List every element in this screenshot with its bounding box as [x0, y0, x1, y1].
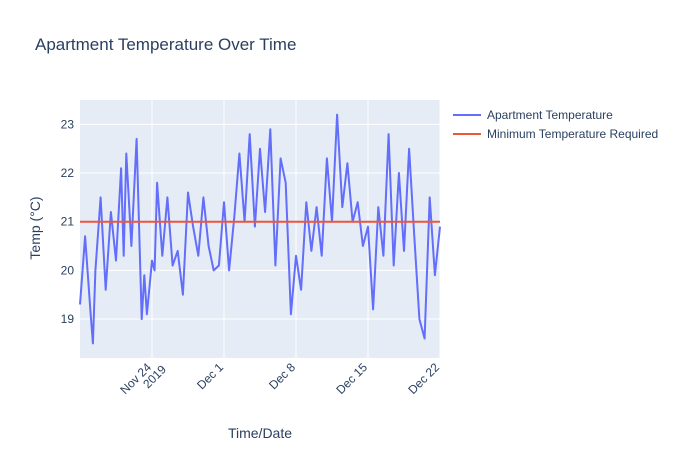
legend-label: Apartment Temperature	[487, 108, 613, 122]
y-tick-label: 19	[61, 312, 75, 326]
legend[interactable]: Apartment Temperature Minimum Temperature…	[453, 108, 658, 141]
y-tick-label: 20	[61, 263, 75, 277]
y-axis-title: Temp (°C)	[27, 196, 43, 259]
x-axis-title: Time/Date	[228, 425, 292, 441]
y-tick-label: 21	[61, 215, 75, 229]
y-axis-ticks: 19 20 21 22 23	[61, 117, 75, 326]
legend-item-0[interactable]: Apartment Temperature	[453, 108, 613, 122]
legend-label: Minimum Temperature Required	[487, 127, 658, 141]
series-line-0	[79, 113, 441, 345]
series-layer	[79, 113, 441, 345]
y-tick-label: 22	[61, 166, 75, 180]
chart-title: Apartment Temperature Over Time	[35, 35, 296, 54]
y-tick-label: 23	[61, 117, 75, 131]
legend-item-1[interactable]: Minimum Temperature Required	[453, 127, 658, 141]
